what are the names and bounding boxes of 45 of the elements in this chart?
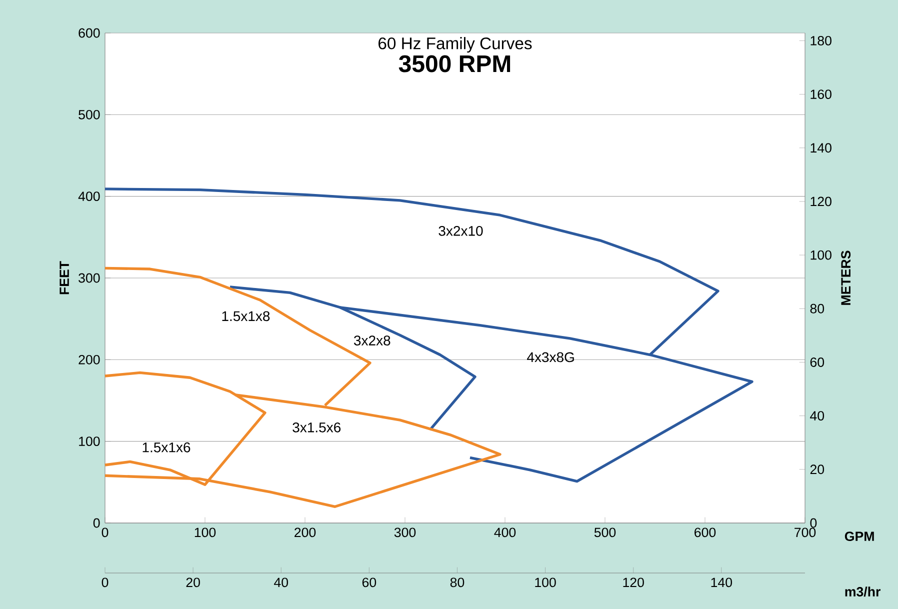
y2-tick-label: 160 [810,90,832,100]
y-tick-label: 400 [78,192,100,202]
x-tick-label: 700 [794,528,816,538]
y2-tick-label: 180 [810,36,832,46]
y-tick-label: 200 [78,354,100,364]
y2-tick-label: 60 [810,358,824,367]
y2-axis-title: METERS [841,250,851,305]
y2-tick-label: 120 [810,196,832,206]
y-axis-title: FEET [60,261,69,294]
x-tick-label: 400 [494,528,516,538]
x2-tick-label: 0 [102,578,108,588]
x2-tick-label: 60 [362,578,376,588]
chart-title: 60 Hz Family Curves [378,37,532,53]
series-label: 3x2x10 [438,226,483,236]
x2-tick-label: 120 [623,578,644,588]
series-label: 3x2x8 [354,336,390,346]
series-label: 1.5x1x6 [142,442,190,452]
y-tick-label: 0 [93,518,100,528]
x2-axis-title: m3/hr [845,586,880,597]
x-tick-label: 600 [694,528,716,538]
y2-tick-label: 100 [810,250,832,260]
y2-tick-label: 40 [810,411,824,421]
y2-tick-label: 140 [810,143,832,153]
x2-tick-label: 20 [186,578,200,588]
y-tick-label: 500 [78,110,100,120]
x-tick-label: 100 [194,528,216,538]
x-tick-label: 300 [394,528,416,538]
x2-tick-label: 40 [274,578,288,588]
series-label: 3x1.5x6 [292,422,341,432]
y2-tick-label: 20 [810,464,824,474]
x-tick-label: 200 [294,528,316,538]
series-label: 4x3x8G [527,352,574,362]
x-axis-title: GPM [844,532,874,542]
text: 3500 RPM [398,55,510,72]
series-label: 1.5x1x8 [222,311,270,322]
y-tick-label: 100 [79,436,100,446]
y-tick-label: 300 [78,273,100,283]
y2-tick-label: 0 [810,518,817,528]
y2-tick-label: 80 [810,304,824,314]
x2-tick-label: 80 [450,578,464,588]
x2-tick-label: 140 [711,578,732,588]
x-tick-label: 0 [102,528,108,538]
y-tick-label: 600 [78,28,100,38]
x-tick-label: 500 [594,528,616,538]
x2-tick-label: 100 [535,578,556,588]
